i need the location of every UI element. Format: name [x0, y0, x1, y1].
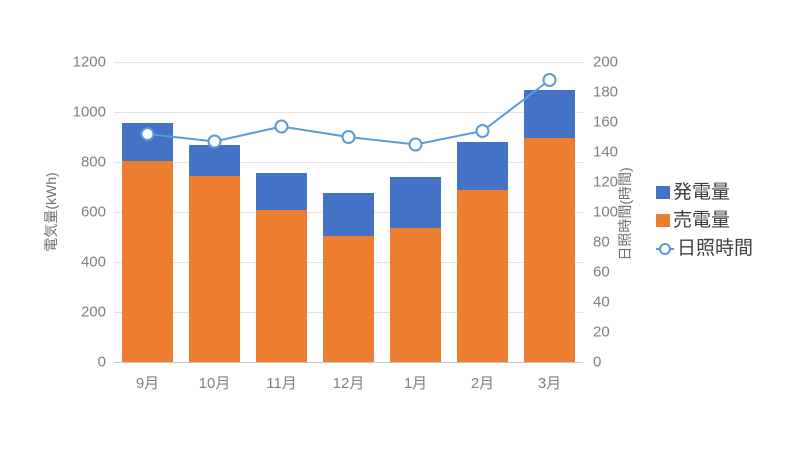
left-axis-tick-label: 800 — [80, 153, 106, 171]
bar-segment-sold[interactable] — [390, 228, 441, 362]
plot-area — [114, 61, 583, 363]
bar-segment-generation[interactable] — [189, 144, 240, 176]
bar-segment-generation[interactable] — [323, 193, 374, 236]
right-axis-tick-label: 140 — [593, 143, 619, 161]
right-axis-tick-label: 20 — [593, 323, 610, 341]
generation-swatch-icon — [656, 186, 670, 199]
bar-segment-sold[interactable] — [457, 189, 508, 362]
legend-label-sold: 売電量 — [673, 210, 731, 231]
right-axis-tick-label: 120 — [593, 173, 619, 191]
sunlight-marker[interactable] — [341, 130, 356, 144]
sunlight-marker[interactable] — [408, 137, 423, 152]
right-axis-tick-label: 100 — [593, 203, 619, 221]
right-axis-tick-label: 80 — [593, 233, 610, 251]
bar-segment-sold[interactable] — [323, 235, 374, 362]
x-axis-tick-label: 10月 — [198, 375, 231, 392]
legend-item-sunlight[interactable]: 日照時間 — [656, 239, 753, 258]
gridline — [114, 161, 583, 163]
sunlight-line-marker-icon — [656, 242, 674, 255]
left-axis-tick-label: 0 — [97, 353, 106, 371]
bar-segment-generation[interactable] — [390, 177, 441, 229]
x-axis-tick-label: 3月 — [537, 375, 562, 392]
left-axis-tick-label: 1000 — [72, 103, 106, 121]
x-axis-tick-label: 1月 — [403, 375, 428, 392]
bar-segment-sold[interactable] — [122, 160, 173, 362]
sold-swatch-icon — [656, 214, 670, 227]
legend-item-sold[interactable]: 売電量 — [656, 211, 753, 230]
x-axis-tick-label: 12月 — [332, 375, 365, 392]
right-axis-tick-label: 40 — [593, 293, 610, 311]
right-axis-tick-label: 180 — [593, 83, 619, 101]
right-axis-tick-label: 0 — [593, 353, 602, 371]
gridline — [114, 111, 583, 113]
legend-item-generation[interactable]: 発電量 — [656, 183, 753, 202]
bar-segment-sold[interactable] — [189, 175, 240, 362]
left-axis-tick-label: 200 — [80, 303, 106, 321]
sunlight-marker[interactable] — [542, 73, 557, 87]
right-axis-tick-label: 60 — [593, 263, 610, 281]
bar-segment-generation[interactable] — [457, 142, 508, 190]
x-axis-line — [114, 361, 583, 363]
x-axis-tick-label: 11月 — [266, 375, 297, 392]
bar-segment-sold[interactable] — [256, 209, 307, 362]
gridline — [114, 61, 583, 63]
legend-label-sunlight: 日照時間 — [677, 238, 754, 259]
bar-segment-generation[interactable] — [122, 123, 173, 161]
left-axis-tick-label: 400 — [80, 253, 106, 271]
sunlight-marker[interactable] — [274, 119, 289, 134]
bar-segment-generation[interactable] — [256, 173, 307, 210]
bar-segment-sold[interactable] — [524, 138, 575, 362]
x-axis-tick-label: 9月 — [135, 375, 160, 392]
left-axis-tick-label: 1200 — [72, 53, 106, 71]
sunlight-marker[interactable] — [475, 124, 490, 138]
legend: 発電量 売電量 日照時間 — [656, 183, 753, 258]
right-axis-tick-label: 160 — [593, 113, 619, 131]
left-axis-tick-label: 600 — [80, 203, 106, 221]
right-axis-tick-label: 200 — [593, 53, 619, 71]
x-axis-tick-label: 2月 — [470, 375, 495, 392]
bar-segment-generation[interactable] — [524, 89, 575, 139]
legend-label-generation: 発電量 — [673, 182, 731, 203]
